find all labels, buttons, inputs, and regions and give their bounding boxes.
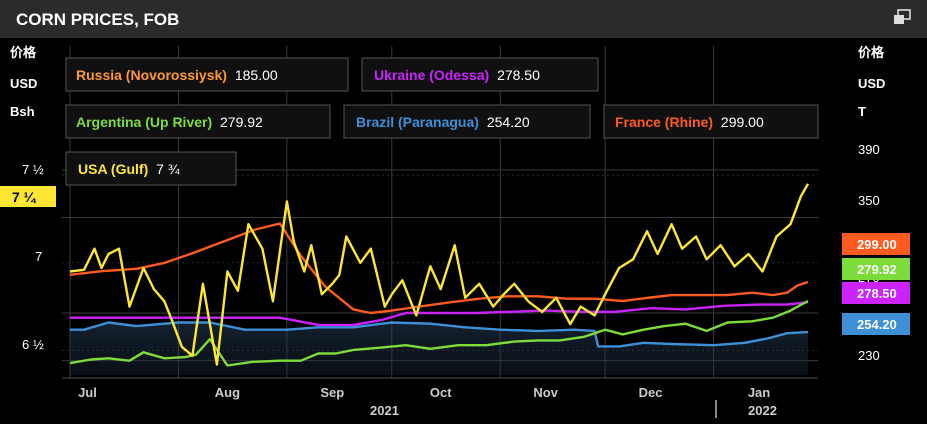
svg-text:Russia (Novorossiysk) 18: Russia (Novorossiysk) 185.00 [76, 67, 278, 83]
x-tick-label: Aug [215, 385, 240, 400]
end-label-france: 299.00 [842, 233, 910, 255]
legend-argentina[interactable]: Argentina (Up River) 279.92 [65, 104, 331, 139]
x-tick-label: Oct [430, 385, 452, 400]
legend-name: Ukraine (Odessa) [374, 67, 489, 83]
x-tick-label: Nov [533, 385, 558, 400]
end-label-box [842, 258, 910, 280]
svg-text:Ukraine (Odessa) 278.50: Ukraine (Odessa) 278.50 [374, 67, 540, 83]
legend-box [65, 104, 331, 139]
left-tick-label: 7 ½ [22, 162, 44, 177]
end-label-value: 299.00 [857, 237, 897, 252]
legend-name: Brazil (Paranagua) [356, 114, 479, 130]
popout-icon[interactable] [893, 9, 911, 25]
x-tick-label: Sep [320, 385, 344, 400]
legend-france[interactable]: France (Rhine) 299.00 [603, 104, 819, 139]
left-unit-line: USD [10, 76, 37, 91]
svg-text:France (Rhine) 299.00: France (Rhine) 299.00 [615, 114, 764, 130]
legend-name: France (Rhine) [615, 114, 713, 130]
year-label: 2021 [370, 403, 399, 418]
end-label-box [842, 233, 910, 255]
series-lines [69, 183, 810, 367]
left-unit-line: 价格 [10, 45, 37, 60]
left-tick-label: 6 ½ [22, 337, 44, 352]
left-current-marker [0, 186, 56, 207]
end-label-brazil: 254.20 [842, 313, 910, 335]
series-line-brazil [70, 321, 809, 348]
left-unit-line: Bsh [10, 104, 35, 119]
legend-value: 299.00 [721, 114, 764, 130]
legend-box [603, 104, 819, 139]
svg-text:Brazil (Paranagua) 254.2: Brazil (Paranagua) 254.20 [356, 114, 530, 130]
legend-name: Russia (Novorossiysk) [76, 67, 227, 83]
right-tick-label: 390 [858, 142, 880, 157]
end-label-box [842, 313, 910, 335]
right-unit-line: T [858, 104, 866, 119]
legend-usa[interactable]: USA (Gulf) 7 ¾ [65, 151, 237, 186]
legend-brazil[interactable]: Brazil (Paranagua) 254.20 [343, 104, 591, 139]
end-label-box [842, 282, 910, 304]
right-unit-line: USD [858, 76, 885, 91]
x-tick-label: Dec [639, 385, 663, 400]
right-unit-line: 价格 [858, 45, 885, 60]
end-label-value: 279.92 [857, 262, 897, 277]
legend-box [361, 57, 599, 92]
legend-name: Argentina (Up River) [76, 114, 212, 130]
legend-value: 254.20 [487, 114, 530, 130]
x-axis-ticks: Jul Aug Sep Oct Nov Dec Jan [78, 385, 770, 400]
legend-value: 7 ¾ [156, 161, 180, 177]
legend-box [343, 104, 591, 139]
x-tick-label: Jan [748, 385, 770, 400]
left-current-label: 7 ¼ [12, 189, 37, 205]
series-line-ukraine [70, 301, 809, 327]
right-tick-label: 350 [858, 193, 880, 208]
chart-title: CORN PRICES, FOB [16, 10, 180, 29]
legend-russia[interactable]: Russia (Novorossiysk) 185.00 [65, 57, 349, 92]
end-label-argentina: 279.92 [842, 258, 910, 280]
legend-value: 185.00 [235, 67, 278, 83]
left-tick-label: 7 [35, 249, 42, 264]
svg-text:Argentina (Up River) 279: Argentina (Up River) 279.92 [76, 114, 263, 130]
svg-text:USA (Gulf) 7 ¾: USA (Gulf) 7 ¾ [78, 161, 180, 177]
legend-box [65, 151, 237, 186]
right-tick-label: 230 [858, 348, 880, 363]
corn-prices-chart: 价格 USD Bsh 7 ½ 7 6 ½ 7 ¼ 价格 USD T 390 35… [0, 45, 910, 418]
legend-box [65, 57, 349, 92]
year-label: 2022 [748, 403, 777, 418]
end-label-value: 254.20 [857, 317, 897, 332]
legend-value: 279.92 [220, 114, 263, 130]
end-label-ukraine: 278.50 [842, 282, 910, 304]
x-tick-label: Jul [78, 385, 97, 400]
legend-name: USA (Gulf) [78, 161, 148, 177]
series-line-usa [69, 183, 810, 366]
series-line-france [69, 222, 809, 315]
series-line-argentina [69, 299, 809, 367]
end-label-value: 278.50 [857, 286, 897, 301]
legend-value: 278.50 [497, 67, 540, 83]
legend-ukraine[interactable]: Ukraine (Odessa) 278.50 [361, 57, 599, 92]
title-bar: CORN PRICES, FOB [0, 0, 927, 38]
